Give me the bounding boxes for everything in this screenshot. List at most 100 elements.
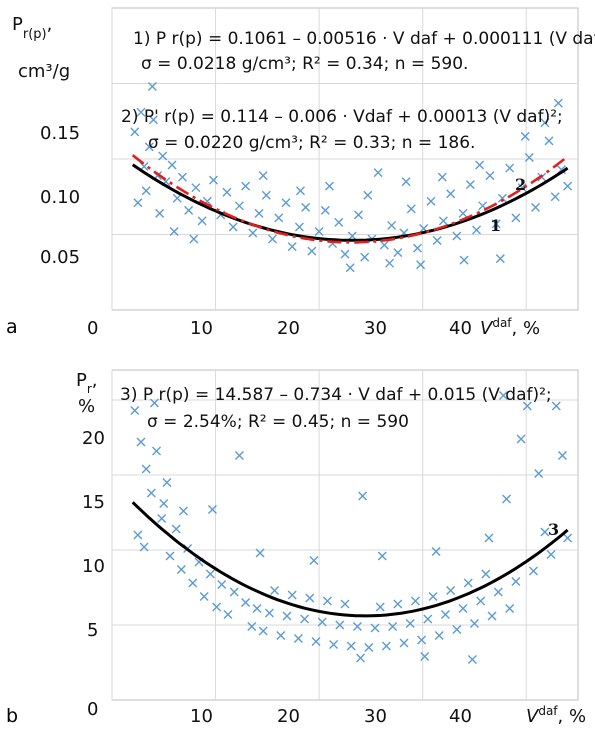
- data-point-a-77: [416, 260, 426, 270]
- data-point-a-3: [144, 142, 154, 152]
- data-point-b-7: [133, 530, 143, 540]
- data-point-a-51: [432, 236, 442, 246]
- data-point-a-38: [347, 231, 357, 241]
- data-point-b-24: [252, 604, 262, 613]
- data-point-b-31: [293, 634, 303, 643]
- data-point-b-83: [309, 556, 319, 565]
- data-point-b-11: [176, 565, 186, 574]
- data-point-b-65: [493, 587, 503, 597]
- data-point-a-84: [401, 177, 411, 187]
- data-point-a-43: [379, 240, 389, 250]
- data-point-a-12: [177, 172, 187, 182]
- data-point-a-80: [258, 171, 268, 181]
- data-point-b-32: [300, 614, 310, 624]
- data-point-a-79: [495, 254, 505, 264]
- data-point-b-68: [511, 577, 521, 586]
- curve-label-3: 3: [548, 520, 559, 539]
- data-point-b-48: [393, 599, 403, 609]
- data-point-b-84: [377, 551, 387, 561]
- data-point-b-71: [528, 566, 538, 576]
- data-point-b-63: [481, 569, 491, 579]
- x-tick-a-10: 10: [190, 318, 213, 339]
- data-point-b-49: [399, 638, 409, 648]
- data-point-b-16: [205, 569, 215, 579]
- data-point-a-32: [307, 246, 317, 256]
- data-point-b-56: [440, 610, 450, 619]
- data-point-b-79: [420, 652, 430, 661]
- y-tick-b-5: 5: [87, 620, 98, 641]
- x-tick-b-40: 40: [449, 706, 472, 727]
- annotation-b-eq3: 3) P r(p) = 14.587 – 0.734 · V daf + 0.0…: [120, 385, 552, 405]
- data-point-b-22: [241, 598, 251, 607]
- data-point-b-18: [217, 580, 227, 589]
- data-point-a-15: [197, 216, 207, 226]
- fit-curve-3: [131, 501, 569, 618]
- data-point-a-36: [334, 217, 344, 227]
- y-tick-a-0.15: 0.15: [40, 123, 80, 144]
- data-point-a-17: [208, 175, 218, 185]
- data-point-b-57: [446, 586, 456, 595]
- data-point-b-17: [212, 602, 222, 612]
- y-axis-label-b-1: Pr,: [76, 370, 98, 396]
- data-point-a-6: [158, 151, 168, 161]
- y-axis-label-b-2: %: [78, 396, 95, 417]
- data-point-a-61: [497, 193, 507, 203]
- x-tick-a-40: 40: [449, 318, 472, 339]
- y-axis-label-a-1: Pr(p),: [12, 14, 52, 42]
- fit-curve-2: [131, 154, 569, 244]
- data-point-a-26: [268, 234, 278, 244]
- fit-curves-b: [131, 501, 569, 618]
- annotation-a-stats2: σ = 0.0220 g/cm³; R² = 0.33; n = 186.: [148, 133, 475, 153]
- data-point-a-27: [274, 213, 284, 223]
- data-point-a-82: [324, 181, 334, 191]
- x-tick-a-30: 30: [364, 318, 387, 339]
- y-tick-b-10: 10: [82, 556, 105, 577]
- data-point-a-74: [520, 131, 530, 141]
- panel-label-a: a: [6, 316, 18, 338]
- data-point-a-83: [363, 190, 373, 200]
- data-point-b-6: [162, 478, 172, 487]
- data-point-b-70: [522, 401, 532, 411]
- data-point-b-82: [255, 548, 265, 558]
- scatter-points-a: [130, 82, 573, 273]
- annotation-a-eq1: 1) P r(p) = 0.1061 – 0.00516 · V daf + 0…: [133, 29, 595, 49]
- data-point-b-23: [247, 622, 257, 631]
- data-point-a-4: [148, 115, 158, 125]
- panel-a: Pr(p), cm³/g 0.15 0.10 0.05 0 10 20 30 4…: [6, 7, 595, 339]
- data-point-b-60: [463, 578, 473, 588]
- x-axis-label-a: Vdaf, %: [480, 316, 540, 339]
- data-point-b-19: [223, 610, 233, 619]
- data-point-a-87: [147, 82, 157, 92]
- data-point-a-1: [136, 107, 146, 117]
- data-point-a-76: [385, 258, 395, 268]
- curve-label-2: 2: [515, 175, 526, 194]
- data-point-a-20: [228, 222, 238, 232]
- data-point-a-55: [458, 208, 468, 218]
- data-point-b-0: [130, 406, 140, 415]
- x-tick-b-0: 0: [87, 699, 98, 720]
- data-point-a-78: [459, 255, 469, 265]
- data-point-b-52: [417, 635, 427, 645]
- data-point-a-90: [189, 234, 199, 244]
- data-point-a-75: [345, 263, 355, 273]
- data-point-b-75: [551, 401, 561, 411]
- data-point-a-73: [540, 118, 550, 128]
- data-point-b-35: [317, 617, 327, 627]
- data-point-b-67: [505, 604, 515, 613]
- y-tick-b-15: 15: [82, 492, 105, 513]
- data-point-b-78: [356, 653, 366, 663]
- data-point-b-77: [563, 533, 573, 543]
- data-point-b-55: [434, 631, 444, 640]
- y-tick-b-20: 20: [82, 428, 105, 449]
- data-point-a-8: [141, 186, 151, 196]
- data-point-b-39: [340, 599, 350, 609]
- panel-label-b: b: [6, 705, 18, 727]
- data-point-b-69: [516, 434, 526, 444]
- data-point-b-2: [141, 464, 151, 474]
- data-point-a-24: [254, 208, 264, 218]
- data-point-a-62: [505, 163, 515, 173]
- data-point-a-44: [387, 220, 397, 230]
- data-point-a-23: [248, 228, 258, 238]
- data-point-a-29: [287, 242, 297, 252]
- data-point-a-85: [437, 172, 447, 182]
